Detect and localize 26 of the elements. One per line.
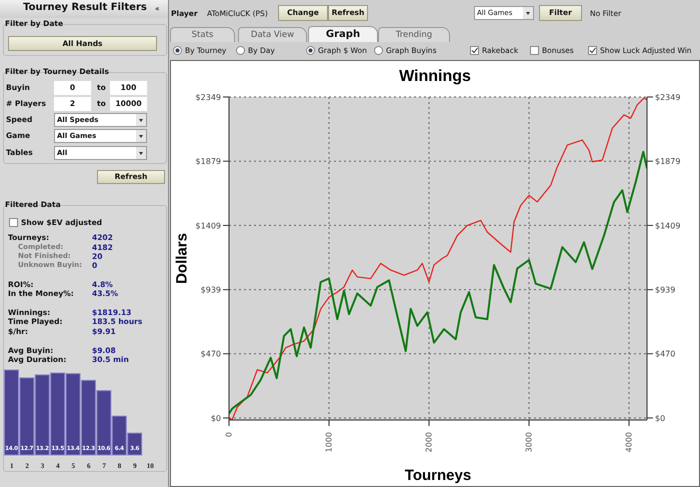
y-tick-label: $2349	[196, 92, 221, 102]
y2-tick-label: $2349	[655, 92, 680, 102]
x-tick-label: 4000	[624, 432, 634, 452]
tab: Data View	[238, 27, 307, 42]
x-tick-label: 1000	[324, 432, 334, 452]
chart-title: Winnings	[398, 68, 472, 86]
y2-tick-label: $1879	[655, 157, 680, 166]
x-tick-label: 3000	[524, 432, 534, 452]
tab: Stats	[170, 27, 235, 42]
y2-tick-label: $0	[655, 414, 666, 423]
x-tick-label: 0	[224, 432, 234, 438]
tab: Graph	[308, 26, 378, 42]
x-tick-label: 2000	[424, 432, 434, 452]
y-tick-label: $0	[210, 414, 221, 423]
x-axis-title: Tourneys	[404, 467, 472, 484]
y2-tick-label: $939	[655, 285, 676, 294]
y-tick-label: $1879	[196, 157, 221, 166]
line-series	[229, 150, 647, 415]
y-axis-title: Dollars	[173, 233, 190, 284]
tab: Trending	[378, 27, 450, 42]
y2-tick-label: $470	[655, 350, 676, 359]
y-tick-label: $1409	[196, 221, 221, 230]
y2-tick-label: $1409	[655, 221, 680, 230]
y-tick-label: $939	[200, 285, 221, 294]
text: Tourney Result Filters	[23, 2, 147, 13]
y-tick-label: $470	[200, 350, 221, 359]
